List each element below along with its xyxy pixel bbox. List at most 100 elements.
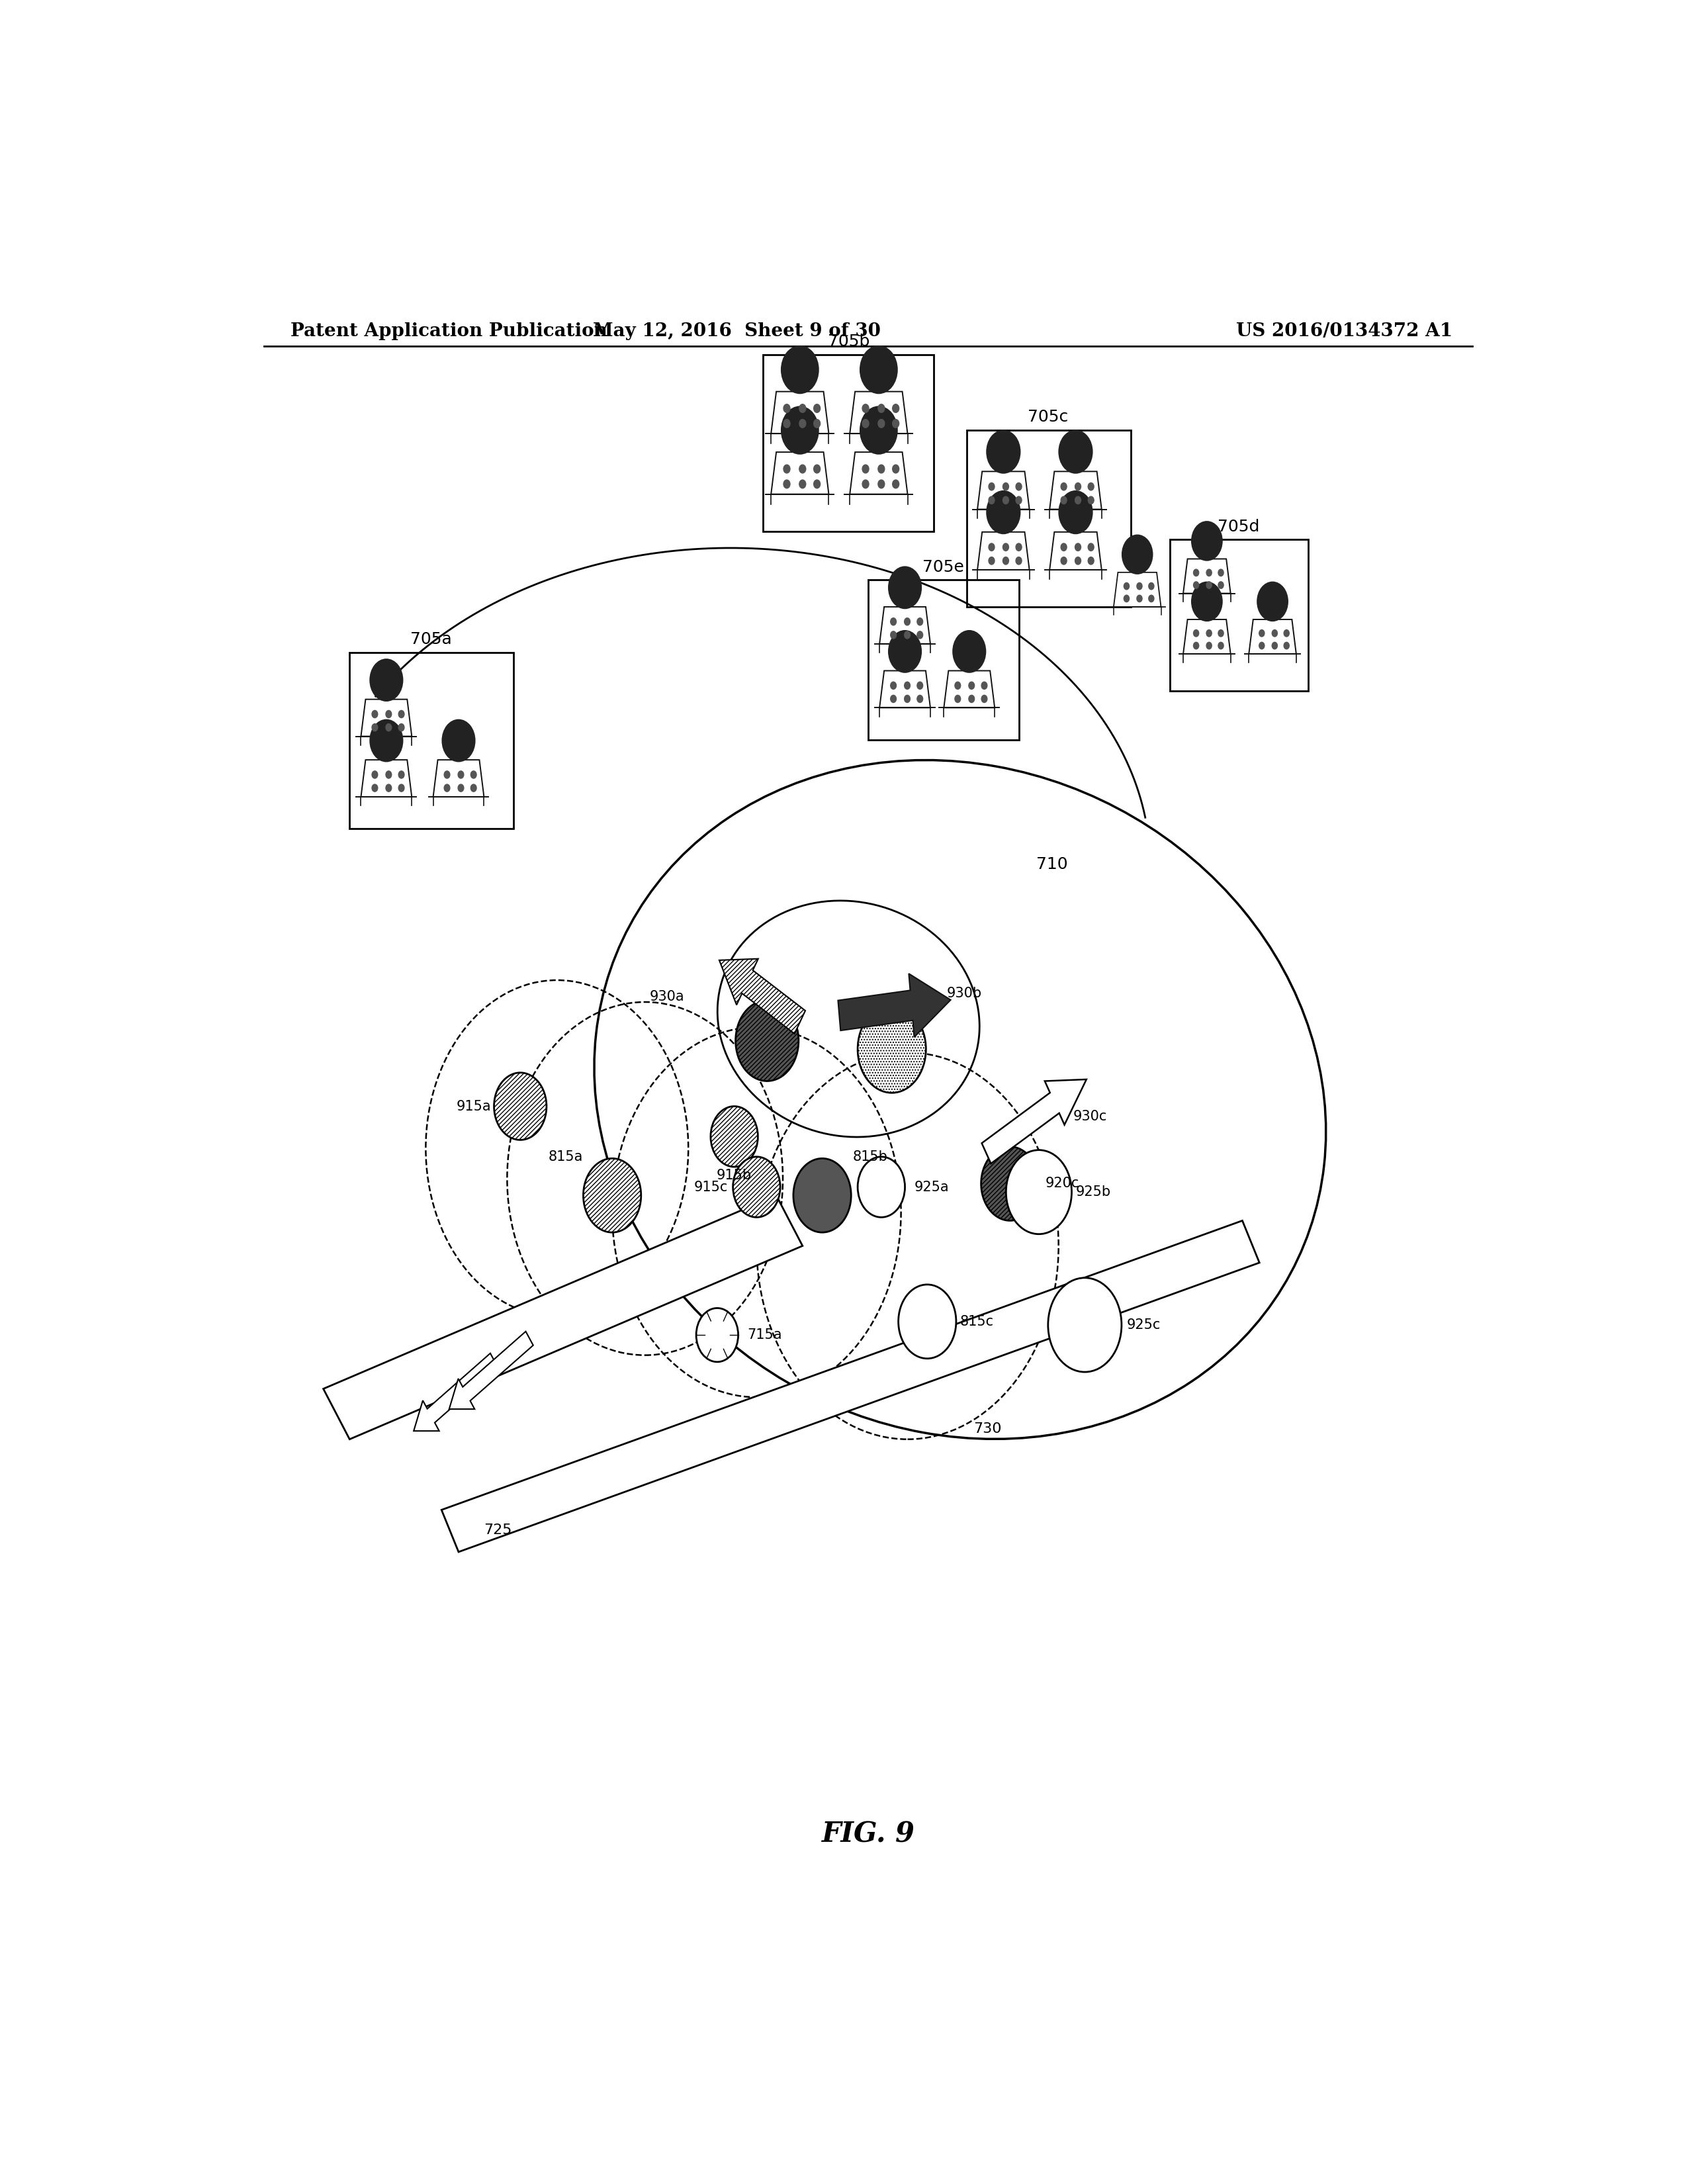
Text: 705e: 705e [922, 559, 964, 574]
Circle shape [981, 695, 988, 703]
Circle shape [1060, 483, 1067, 491]
Text: 715a: 715a [747, 1328, 783, 1341]
Circle shape [386, 710, 391, 719]
Circle shape [877, 480, 884, 489]
Circle shape [954, 631, 986, 673]
Circle shape [1206, 570, 1211, 577]
Circle shape [800, 480, 806, 489]
Circle shape [442, 721, 474, 762]
Polygon shape [879, 607, 930, 644]
Circle shape [398, 771, 405, 778]
Circle shape [1059, 430, 1093, 474]
Circle shape [1016, 483, 1021, 491]
Text: FIG. 9: FIG. 9 [822, 1821, 915, 1848]
FancyArrow shape [983, 1079, 1086, 1164]
Text: 705c: 705c [1028, 408, 1069, 426]
Text: 925c: 925c [1127, 1319, 1160, 1332]
Text: 705a: 705a [410, 631, 452, 646]
Polygon shape [771, 391, 828, 435]
Circle shape [471, 771, 476, 778]
Circle shape [813, 480, 820, 489]
Circle shape [457, 771, 464, 778]
Circle shape [1206, 629, 1211, 638]
Circle shape [862, 480, 869, 489]
Text: 930c: 930c [1072, 1109, 1106, 1123]
Circle shape [1076, 483, 1081, 491]
Circle shape [398, 723, 405, 732]
Polygon shape [977, 533, 1030, 570]
Polygon shape [977, 472, 1030, 509]
Circle shape [1272, 642, 1277, 649]
Circle shape [398, 784, 405, 791]
Circle shape [471, 784, 476, 791]
Circle shape [857, 1005, 927, 1092]
Circle shape [877, 419, 884, 428]
Circle shape [734, 1158, 781, 1216]
FancyArrow shape [449, 1332, 534, 1409]
Circle shape [893, 480, 900, 489]
FancyArrow shape [839, 974, 950, 1037]
Text: 730: 730 [972, 1422, 1001, 1435]
Circle shape [1059, 491, 1093, 533]
Text: 930b: 930b [947, 987, 983, 1000]
Circle shape [1060, 496, 1067, 505]
Circle shape [1016, 557, 1021, 563]
Text: 705b: 705b [827, 334, 869, 349]
Bar [1171, 539, 1308, 690]
Circle shape [861, 406, 898, 454]
Circle shape [1193, 583, 1221, 620]
Circle shape [916, 681, 923, 690]
Polygon shape [944, 670, 994, 708]
Circle shape [889, 568, 922, 609]
Polygon shape [442, 1221, 1259, 1553]
Circle shape [813, 404, 820, 413]
Circle shape [386, 771, 391, 778]
Circle shape [1194, 629, 1199, 638]
Bar [967, 430, 1132, 607]
Polygon shape [1182, 559, 1230, 594]
Circle shape [800, 465, 806, 474]
Circle shape [1218, 629, 1223, 638]
Circle shape [1194, 642, 1199, 649]
Circle shape [696, 1308, 739, 1363]
Circle shape [784, 419, 789, 428]
Circle shape [1060, 557, 1067, 563]
Circle shape [981, 1147, 1038, 1221]
Text: 815c: 815c [960, 1315, 994, 1328]
Circle shape [1121, 535, 1152, 574]
Circle shape [457, 784, 464, 791]
Circle shape [373, 771, 378, 778]
Circle shape [861, 345, 898, 393]
Circle shape [1218, 581, 1223, 587]
Polygon shape [850, 391, 908, 435]
Bar [762, 354, 933, 531]
Circle shape [371, 660, 403, 701]
Circle shape [877, 404, 884, 413]
Circle shape [784, 465, 789, 474]
Circle shape [1206, 581, 1211, 587]
Polygon shape [361, 760, 412, 797]
Circle shape [891, 631, 896, 638]
Circle shape [1137, 594, 1142, 603]
Circle shape [889, 631, 922, 673]
Circle shape [1016, 496, 1021, 505]
Circle shape [857, 1158, 905, 1216]
Circle shape [891, 681, 896, 690]
Text: 925b: 925b [1076, 1186, 1111, 1199]
Circle shape [893, 419, 900, 428]
Circle shape [373, 784, 378, 791]
Circle shape [1218, 642, 1223, 649]
Circle shape [444, 784, 451, 791]
Circle shape [1259, 642, 1264, 649]
Text: 925a: 925a [915, 1179, 949, 1195]
Circle shape [862, 404, 869, 413]
Circle shape [916, 618, 923, 625]
Circle shape [583, 1158, 640, 1232]
Circle shape [1257, 583, 1287, 620]
Circle shape [989, 557, 994, 563]
Text: 815b: 815b [852, 1151, 888, 1164]
FancyArrow shape [720, 959, 805, 1033]
Circle shape [1194, 581, 1199, 587]
Circle shape [969, 681, 974, 690]
Text: 815a: 815a [549, 1151, 583, 1164]
